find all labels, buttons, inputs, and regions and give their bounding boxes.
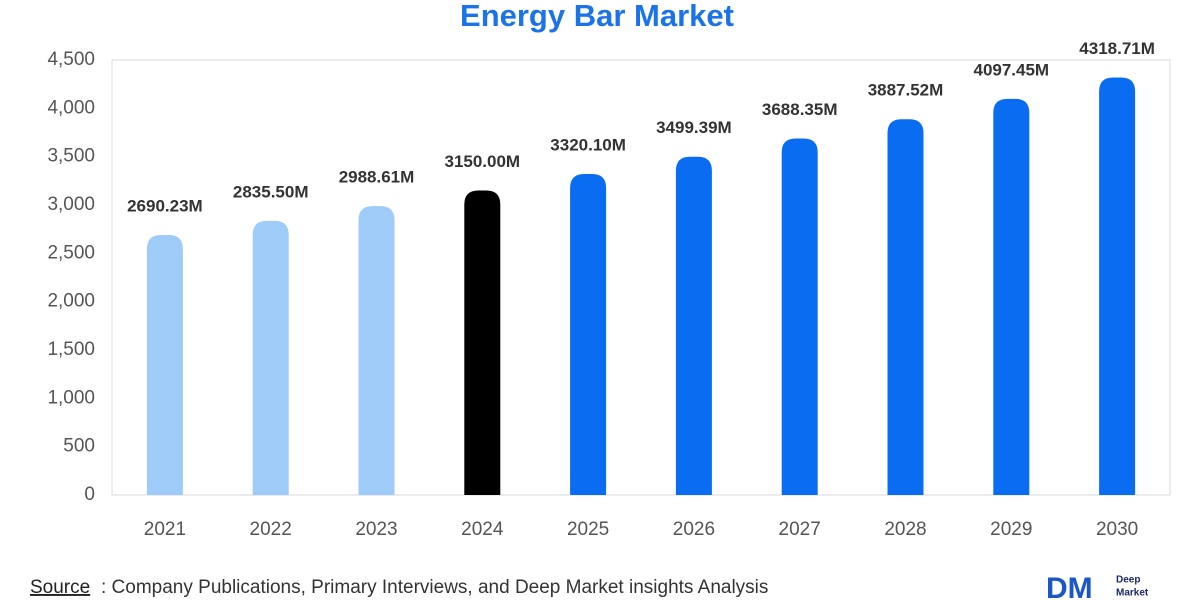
bar	[464, 190, 501, 495]
value-label: 3688.35M	[762, 100, 838, 119]
x-tick-label: 2029	[990, 519, 1032, 540]
x-tick-label: 2026	[673, 519, 715, 540]
x-tick-label: 2027	[779, 519, 821, 540]
x-tick-label: 2023	[355, 519, 397, 540]
value-label: 4318.71M	[1079, 39, 1155, 58]
bar	[781, 138, 818, 495]
value-label: 2690.23M	[127, 196, 203, 215]
chart-title: Energy Bar Market	[460, 0, 734, 33]
bar	[252, 220, 289, 495]
value-label: 3887.52M	[868, 81, 944, 100]
bar	[887, 119, 924, 496]
y-tick-label: 2,500	[47, 242, 95, 263]
y-tick-label: 500	[63, 436, 95, 457]
source-text: : Company Publications, Primary Intervie…	[101, 577, 768, 598]
value-label: 3499.39M	[656, 118, 732, 137]
value-label: 2988.61M	[339, 168, 415, 187]
source-label: Source	[30, 577, 90, 598]
bar	[358, 206, 395, 496]
logo-text: Deep	[1116, 575, 1140, 586]
y-tick-label: 1,500	[47, 339, 95, 360]
bar	[675, 156, 712, 495]
y-tick-label: 1,000	[47, 387, 95, 408]
plot-frame	[111, 59, 1171, 496]
logo-text: Market	[1116, 588, 1149, 599]
value-label: 3150.00M	[444, 152, 520, 171]
y-tick-label: 4,000	[47, 97, 95, 118]
bar	[1099, 77, 1136, 496]
value-label: 2835.50M	[233, 182, 309, 201]
y-tick-label: 3,500	[47, 146, 95, 167]
value-label: 3320.10M	[550, 136, 626, 155]
x-tick-label: 2021	[144, 519, 186, 540]
value-label: 4097.45M	[973, 60, 1049, 79]
x-tick-label: 2024	[461, 519, 504, 540]
bar	[570, 174, 607, 495]
x-tick-label: 2030	[1096, 519, 1138, 540]
y-tick-label: 3,000	[47, 194, 95, 215]
y-tick-label: 0	[84, 484, 95, 505]
x-tick-label: 2022	[250, 519, 292, 540]
bar	[146, 234, 183, 495]
x-tick-label: 2028	[884, 519, 926, 540]
logo-mark: DM	[1046, 572, 1093, 600]
bar	[993, 98, 1030, 495]
y-tick-label: 4,500	[47, 49, 95, 70]
x-tick-label: 2025	[567, 519, 609, 540]
y-tick-label: 2,000	[47, 291, 95, 312]
